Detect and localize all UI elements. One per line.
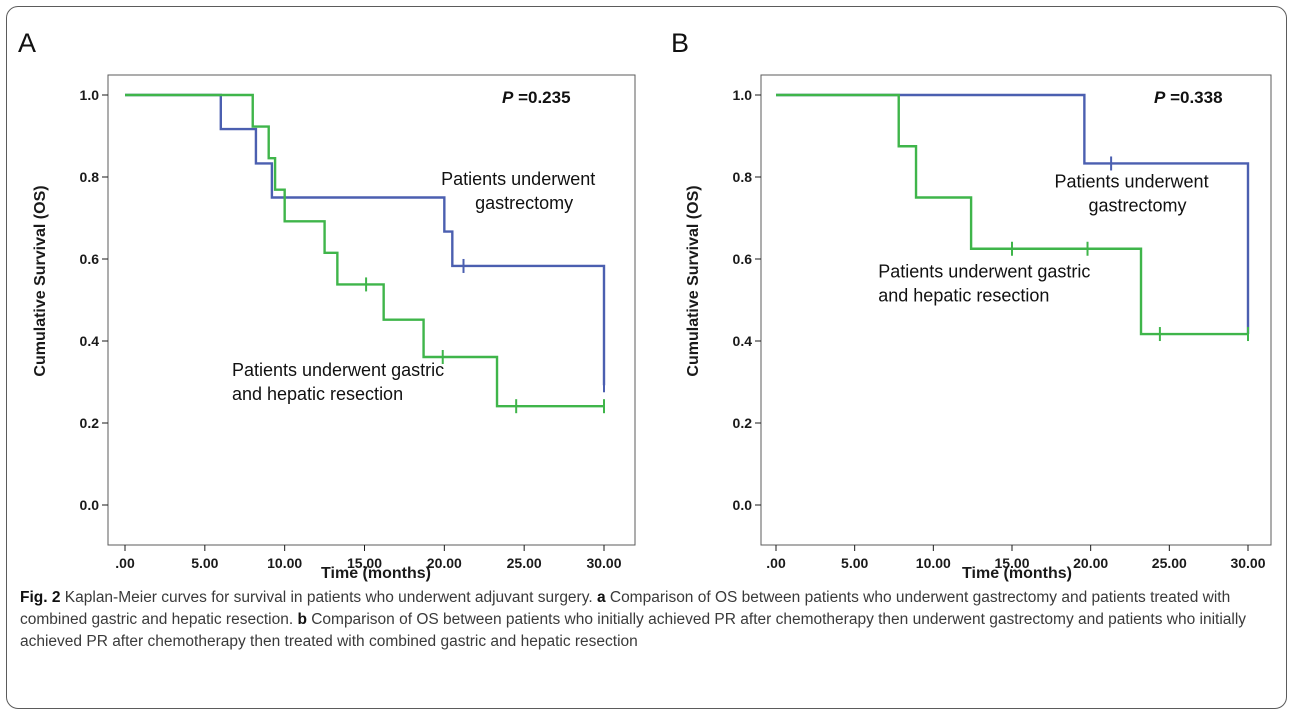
- x-tick-label-b: 15.00: [994, 555, 1029, 571]
- y-tick-label-b: 0.2: [733, 415, 753, 431]
- panel-letter-b: B: [671, 28, 689, 58]
- annotation-line: Patients underwent gastric: [232, 360, 444, 380]
- y-tick-label-a: 0.8: [80, 169, 100, 185]
- x-axis-title-b: Time (months): [962, 565, 1072, 582]
- x-tick-label-a: 5.00: [191, 555, 218, 571]
- y-tick-label-a: 0.2: [80, 415, 100, 431]
- annotation-line: gastrectomy: [475, 193, 573, 213]
- annotation-green-a: Patients underwent gastric and hepatic re…: [232, 360, 444, 404]
- x-tick-label-b: 5.00: [841, 555, 868, 571]
- caption-intro: Kaplan-Meier curves for survival in pati…: [60, 589, 597, 606]
- annotation-green-b: Patients underwent gastric and hepatic re…: [878, 261, 1090, 305]
- y-tick-label-b: 0.8: [733, 169, 753, 185]
- plot-area-b: [760, 74, 1272, 546]
- y-tick-label-a: 1.0: [80, 87, 100, 103]
- plot-area-a: [107, 74, 636, 546]
- survival-curve-blue-a: [125, 93, 606, 386]
- y-axis-title-b: Cumulative Survival (OS): [685, 185, 702, 376]
- survival-curve-blue-b: [776, 93, 1250, 335]
- figure-caption: Fig. 2 Kaplan-Meier curves for survival …: [20, 587, 1275, 653]
- x-tick-label-a: .00: [115, 555, 135, 571]
- annotation-line: and hepatic resection: [232, 384, 403, 404]
- x-tick-label-a: 25.00: [507, 555, 542, 571]
- caption-a-text: Comparison of OS between patients who un…: [20, 589, 1231, 628]
- y-tick-label-b: 0.6: [733, 251, 753, 267]
- survival-curve-green-b: [776, 93, 1248, 336]
- y-tick-label-a: 0.0: [80, 497, 100, 513]
- x-tick-label-b: 25.00: [1152, 555, 1187, 571]
- caption-a-label: a: [596, 589, 606, 606]
- y-tick-label-a: 0.4: [80, 333, 100, 349]
- y-tick-label-b: 0.4: [733, 333, 753, 349]
- caption-b-text: Comparison of OS between patients who in…: [20, 611, 1247, 650]
- annotation-line: gastrectomy: [1088, 195, 1186, 215]
- y-tick-label-b: 1.0: [733, 87, 753, 103]
- chart-panel-b: B P =0.338 0.0 0.2 0.4 0.6 0.8 1.0 .00 5.00 10.0…: [671, 28, 1272, 582]
- x-axis-title-a: Time (months): [321, 565, 431, 582]
- annotation-line: Patients underwent: [1054, 171, 1208, 191]
- x-tick-label-a: 30.00: [586, 555, 621, 571]
- survival-curve-green-a: [125, 93, 604, 408]
- caption-b-label: b: [297, 611, 307, 628]
- annotation-blue-a: Patients underwent gastrectomy: [441, 169, 595, 213]
- panel-letter-a: A: [18, 28, 36, 58]
- figure-frame: [6, 6, 1287, 709]
- x-tick-label-b: 10.00: [916, 555, 951, 571]
- y-tick-label-a: 0.6: [80, 251, 100, 267]
- x-tick-label-b: .00: [766, 555, 786, 571]
- p-value-b: P =0.338: [1154, 88, 1223, 107]
- y-axis-title-a: Cumulative Survival (OS): [32, 185, 49, 376]
- caption-fig-label: Fig. 2: [20, 589, 61, 606]
- x-tick-label-a: 20.00: [427, 555, 462, 571]
- annotation-blue-b: Patients underwent gastrectomy: [1054, 171, 1208, 215]
- y-tick-label-b: 0.0: [733, 497, 753, 513]
- annotation-line: Patients underwent gastric: [878, 261, 1090, 281]
- x-tick-label-b: 20.00: [1073, 555, 1108, 571]
- chart-panel-a: A P =0.235 0.0 0.2 0.4 0.6 0.8 1.0 .00 5.00 10.0…: [18, 28, 636, 582]
- annotation-line: Patients underwent: [441, 169, 595, 189]
- x-tick-label-a: 15.00: [347, 555, 382, 571]
- x-tick-label-b: 30.00: [1230, 555, 1265, 571]
- x-tick-label-a: 10.00: [267, 555, 302, 571]
- annotation-line: and hepatic resection: [878, 285, 1049, 305]
- p-value-a: P =0.235: [502, 88, 571, 107]
